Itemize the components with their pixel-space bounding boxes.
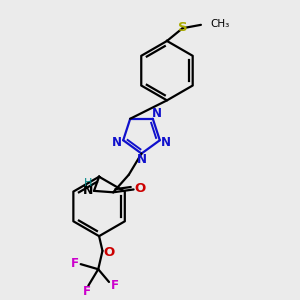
Text: H: H: [84, 178, 92, 188]
Text: CH₃: CH₃: [210, 19, 229, 29]
Text: N: N: [112, 136, 122, 149]
Text: O: O: [103, 246, 114, 259]
Text: O: O: [134, 182, 146, 195]
Text: N: N: [161, 136, 171, 149]
Text: N: N: [152, 107, 161, 120]
Text: F: F: [71, 256, 79, 269]
Text: S: S: [178, 21, 188, 34]
Text: N: N: [82, 184, 93, 197]
Text: F: F: [111, 279, 119, 292]
Text: F: F: [83, 285, 91, 298]
Text: N: N: [136, 153, 146, 166]
